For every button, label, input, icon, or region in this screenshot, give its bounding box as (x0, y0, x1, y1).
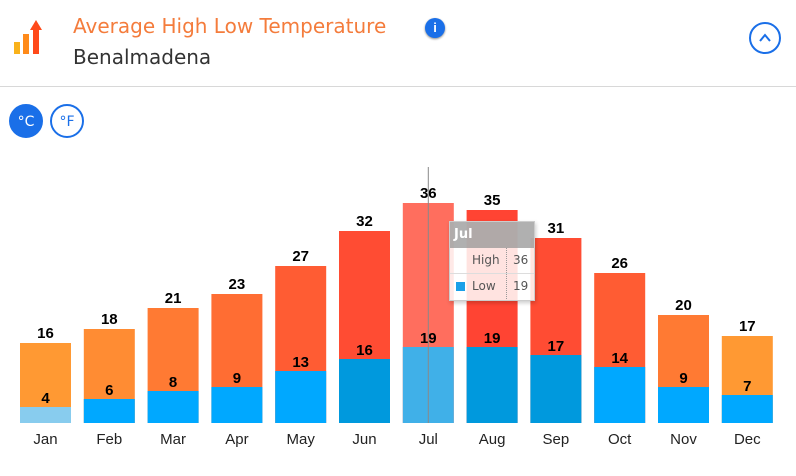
x-tick-label: Feb (96, 431, 122, 448)
low-data-label: 7 (743, 378, 751, 395)
low-bar-mar[interactable] (147, 391, 199, 423)
collapse-button[interactable] (749, 22, 781, 54)
low-bar-nov[interactable] (658, 387, 709, 423)
high-data-label: 32 (356, 213, 373, 230)
low-bar-may[interactable] (275, 371, 327, 423)
temperature-chart-logo-icon (14, 20, 42, 54)
location-name: Benalmadena (73, 45, 212, 69)
chart-title: Average High Low Temperature (73, 14, 387, 38)
x-tick-label: Mar (160, 431, 186, 448)
chevron-up-icon (759, 33, 771, 42)
low-bar-dec[interactable] (721, 395, 773, 423)
x-tick-label: Sep (543, 431, 570, 448)
tooltip-high-label: High (472, 253, 500, 267)
low-bar-jan[interactable] (20, 407, 71, 423)
x-tick-label: Dec (734, 431, 761, 448)
low-data-label: 9 (233, 370, 241, 387)
tooltip-low-label: Low (472, 279, 496, 293)
high-data-label: 31 (548, 220, 565, 237)
low-bar-oct[interactable] (594, 367, 646, 423)
info-icon[interactable]: i (425, 18, 445, 38)
low-bar-sep[interactable] (530, 355, 582, 423)
fahrenheit-button[interactable]: °F (50, 104, 84, 138)
x-tick-label: Aug (479, 431, 506, 448)
low-data-label: 13 (292, 354, 309, 371)
low-swatch (456, 282, 465, 291)
high-data-label: 26 (611, 255, 628, 272)
high-data-label: 27 (292, 248, 309, 265)
high-data-label: 17 (739, 318, 756, 335)
x-tick-label: May (287, 431, 316, 448)
x-tick-label: Apr (225, 431, 248, 448)
x-tick-label: Oct (608, 431, 632, 448)
low-bar-feb[interactable] (83, 399, 135, 423)
chart-tooltip: Jul High 36 Low 19 (449, 221, 535, 301)
low-data-label: 19 (484, 330, 501, 347)
high-data-label: 16 (37, 325, 54, 342)
low-bar-jun[interactable] (339, 359, 390, 423)
low-bar-apr[interactable] (211, 387, 263, 423)
x-tick-label: Nov (670, 431, 697, 448)
high-data-label: 20 (675, 297, 692, 314)
high-data-label: 18 (101, 311, 118, 328)
x-tick-label: Jul (419, 431, 438, 448)
high-data-label: 35 (484, 192, 501, 209)
low-data-label: 4 (41, 390, 50, 407)
x-tick-label: Jun (352, 431, 376, 448)
high-data-label: 23 (229, 276, 246, 293)
widget-header: Average High Low Temperature Benalmadena… (0, 0, 796, 87)
low-data-label: 9 (679, 370, 687, 387)
tooltip-high-value: 36 (506, 248, 528, 273)
low-bar-aug[interactable] (466, 347, 518, 423)
low-data-label: 16 (356, 342, 373, 359)
low-data-label: 17 (548, 338, 565, 355)
celsius-button[interactable]: °C (9, 104, 43, 138)
x-tick-label: Jan (33, 431, 57, 448)
tooltip-month: Jul (450, 222, 534, 248)
low-data-label: 8 (169, 374, 177, 391)
high-data-label: 21 (165, 290, 182, 307)
low-data-label: 6 (105, 382, 113, 399)
low-data-label: 14 (611, 350, 628, 367)
tooltip-low-value: 19 (506, 274, 528, 299)
